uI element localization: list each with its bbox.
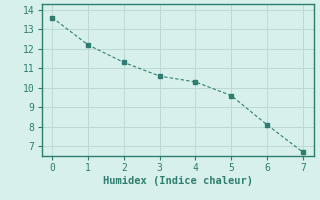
X-axis label: Humidex (Indice chaleur): Humidex (Indice chaleur) (103, 176, 252, 186)
